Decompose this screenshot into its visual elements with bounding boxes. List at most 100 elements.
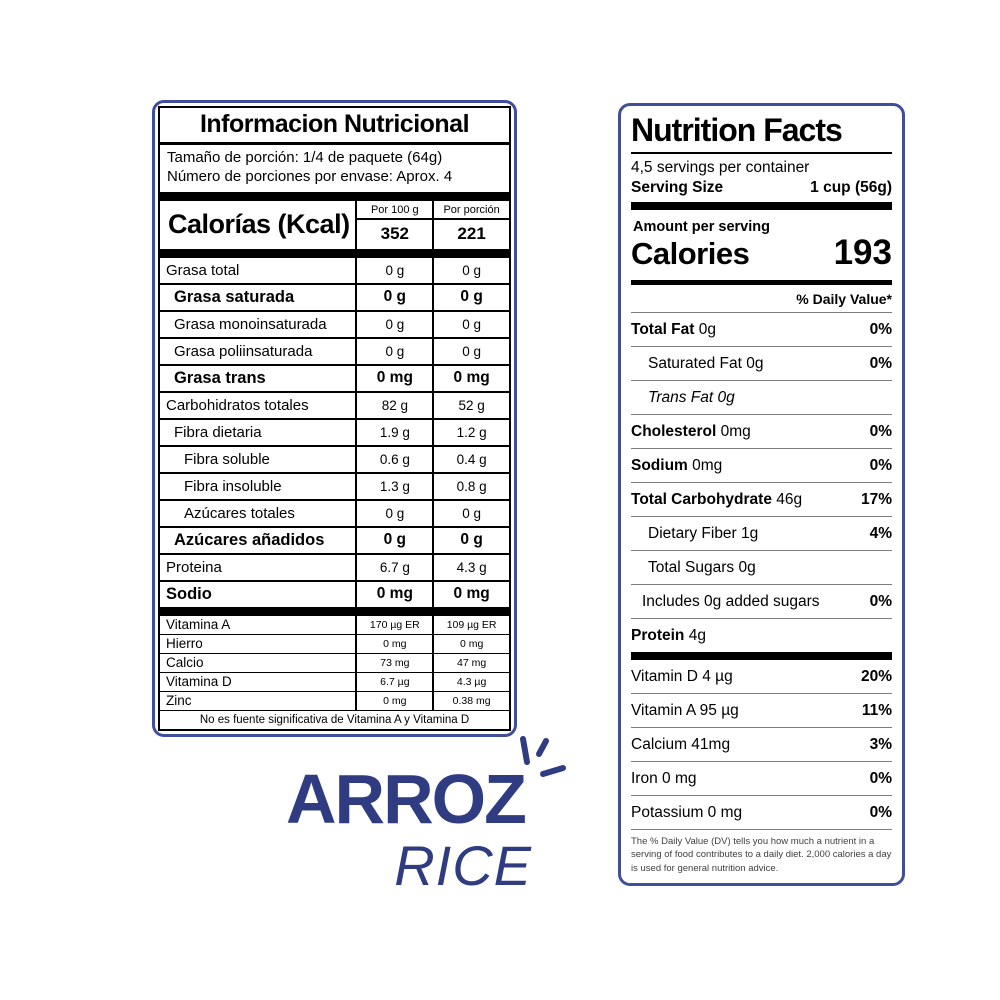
table-row: Grasa total 0 g 0 g [160, 257, 509, 283]
nutrient-row: Total Carbohydrate 46g 17% [631, 483, 892, 517]
nutrient-amount: 0g [694, 321, 716, 338]
nutrient-row: Includes 0g added sugars 0% [631, 585, 892, 619]
daily-value: 0% [869, 321, 892, 338]
sparkle-icon [520, 736, 566, 777]
nutrient-amount: 46g [771, 491, 803, 508]
nutrition-label-english: Nutrition Facts 4,5 servings per contain… [618, 103, 905, 886]
per100-value: 73 mg [355, 653, 432, 672]
daily-value: 20% [860, 668, 892, 685]
spanish-serving-info: Tamaño de porción: 1/4 de paquete (64g) … [160, 145, 509, 192]
daily-value: 4% [869, 525, 892, 542]
per100-value: 0 g [355, 338, 432, 364]
nutrient-label: Fibra dietaria [174, 423, 262, 441]
nutrient-label: Grasa poliinsaturada [174, 342, 313, 360]
portion-value: 0 g [432, 527, 509, 553]
daily-value: 0% [869, 457, 892, 474]
vitamin-row: Zinc 0 mg 0.38 mg [160, 690, 509, 710]
portion-value: 47 mg [432, 653, 509, 672]
nutrient-label: Saturated Fat 0g [631, 355, 763, 373]
vitamin-row: Calcium 41mg 3% [631, 728, 892, 762]
nutrient-amount: Dietary Fiber 1g [648, 525, 759, 542]
per100-value: 170 µg ER [355, 615, 432, 634]
portion-value: 0 g [432, 311, 509, 337]
daily-value: 11% [861, 702, 892, 719]
portion-value: 0.8 g [432, 473, 509, 499]
nutrient-row: Total Sugars 0g [631, 551, 892, 585]
vitamin-row: Potassium 0 mg 0% [631, 796, 892, 829]
table-row: Grasa trans 0 mg 0 mg [160, 363, 509, 391]
nutrient-label: Azúcares añadidos [174, 530, 325, 549]
nutrient-label: Dietary Fiber 1g [631, 525, 758, 543]
nutrient-label: Vitamina A [166, 617, 231, 632]
vitamin-row: Vitamina D 6.7 µg 4.3 µg [160, 671, 509, 691]
daily-value: 0% [869, 804, 892, 821]
nutrient-row: Cholesterol 0mg 0% [631, 415, 892, 449]
portion-value: 0 g [432, 284, 509, 310]
nutrient-label: Total Sugars 0g [631, 559, 756, 577]
portion-value: 0.38 mg [432, 691, 509, 710]
nutrient-label: Proteina [166, 558, 222, 576]
daily-value-header: % Daily Value* [631, 285, 892, 313]
calories-value: 193 [833, 233, 892, 272]
nutrient-label: Cholesterol 0mg [631, 423, 751, 441]
table-row: Grasa monoinsaturada 0 g 0 g [160, 309, 509, 337]
medium-divider [631, 280, 892, 285]
nutrient-label: Sodio [166, 584, 212, 603]
spanish-label-title: Informacion Nutricional [160, 108, 509, 145]
per100-value: 0 mg [355, 581, 432, 607]
table-row: Fibra insoluble 1.3 g 0.8 g [160, 471, 509, 499]
per100-value: 1.9 g [355, 419, 432, 445]
nutrient-label: Fibra soluble [184, 450, 270, 468]
per100-value: 1.3 g [355, 473, 432, 499]
per100-value: 6.7 µg [355, 672, 432, 691]
calories-label: Calorías (Kcal) [168, 209, 350, 239]
english-footnote: The % Daily Value (DV) tells you how muc… [631, 829, 892, 875]
nutrient-name: Total Carbohydrate [631, 491, 772, 508]
portion-value: 1.2 g [432, 419, 509, 445]
portion-value: 0 mg [432, 581, 509, 607]
vitamin-row: Vitamin D 4 µg 20% [631, 660, 892, 694]
per100-value: 0 mg [355, 691, 432, 710]
portion-value: 4.3 µg [432, 672, 509, 691]
calories-portion-value: 221 [432, 219, 509, 249]
nutrient-label: Vitamin D 4 µg [631, 668, 733, 685]
nutrient-name: Protein [631, 627, 685, 644]
nutrient-label: Vitamin A 95 µg [631, 702, 739, 719]
brand-name-arroz: ARROZ [286, 760, 527, 838]
portion-value: 0 mg [432, 634, 509, 653]
calories-section: Calorías (Kcal) Por 100 g Por porción 35… [160, 200, 509, 249]
nutrient-row: Trans Fat 0g [631, 381, 892, 415]
nutrient-label: Iron 0 mg [631, 770, 697, 787]
table-row: Azúcares totales 0 g 0 g [160, 498, 509, 526]
calories-per100-value: 352 [355, 219, 432, 249]
nutrient-label: Trans Fat 0g [631, 389, 735, 407]
daily-value: 3% [869, 736, 892, 753]
nutrient-amount: 0mg [716, 423, 751, 440]
nutrient-amount: Total Sugars 0g [648, 559, 756, 576]
nutrient-amount: Includes 0g added sugars [642, 593, 820, 610]
servings-per-container-line: Número de porciones por envase: Aprox. 4 [167, 167, 453, 185]
nutrient-label: Hierro [166, 636, 203, 651]
per100-value: 0 g [355, 527, 432, 553]
nutrient-label: Sodium 0mg [631, 457, 722, 475]
nutrient-label: Grasa saturada [174, 287, 295, 306]
thick-divider [160, 606, 509, 616]
spanish-label-content: Informacion Nutricional Tamaño de porció… [158, 106, 511, 731]
portion-value: 0 g [432, 257, 509, 283]
vitamin-row: Iron 0 mg 0% [631, 762, 892, 796]
servings-per-container: 4,5 servings per container [631, 159, 810, 176]
portion-value: 0 mg [432, 365, 509, 391]
vitamin-row: Vitamina A 170 µg ER 109 µg ER [160, 615, 509, 634]
portion-value: 0 g [432, 500, 509, 526]
nutrient-label: Calcium 41mg [631, 736, 731, 753]
portion-value: 52 g [432, 392, 509, 418]
table-row: Azúcares añadidos 0 g 0 g [160, 525, 509, 553]
serving-size-row: Serving Size 1 cup (56g) [631, 179, 892, 197]
serving-size-line: Tamaño de porción: 1/4 de paquete (64g) [167, 149, 443, 166]
nutrient-label: Vitamina D [166, 674, 232, 689]
portion-value: 0.4 g [432, 446, 509, 472]
table-row: Grasa saturada 0 g 0 g [160, 282, 509, 310]
calories-label: Calories [631, 236, 750, 271]
table-row: Proteina 6.7 g 4.3 g [160, 552, 509, 580]
thick-divider [160, 191, 509, 201]
